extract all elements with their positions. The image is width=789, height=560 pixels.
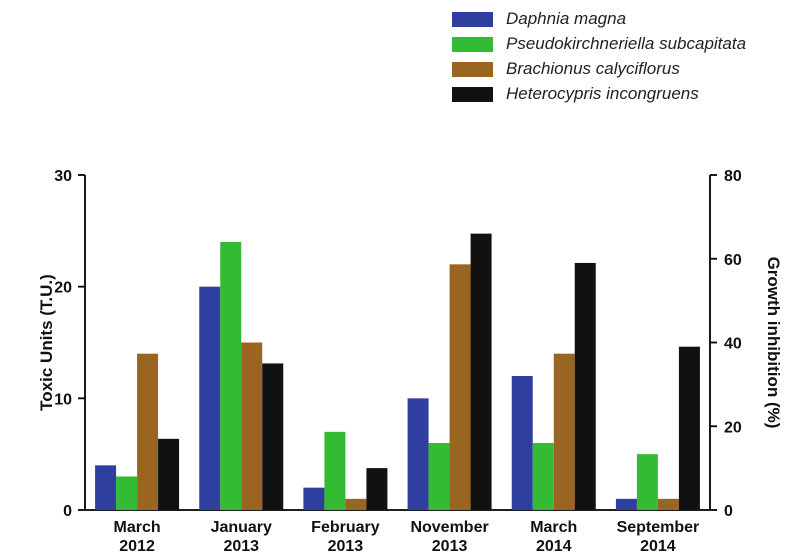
bar-3-2 xyxy=(366,468,388,510)
legend-label-daphnia: Daphnia magna xyxy=(506,9,627,28)
right-tick-label-2: 40 xyxy=(724,336,742,353)
y-axis-title-left: Toxic Units (T.U.) xyxy=(37,274,56,411)
bar-2-3 xyxy=(449,264,471,510)
bar-1-5 xyxy=(636,454,658,510)
bar-1-2 xyxy=(324,431,346,510)
category-label-2-0: February xyxy=(311,519,380,536)
bar-2-2 xyxy=(345,498,367,510)
legend-label-brachionus: Brachionus calyciflorus xyxy=(506,59,680,78)
bar-0-5 xyxy=(615,498,637,510)
category-label-0-0: March xyxy=(114,519,161,536)
bar-3-0 xyxy=(158,438,180,510)
bar-3-4 xyxy=(574,262,596,510)
bar-2-4 xyxy=(553,353,575,510)
left-tick-label-2: 20 xyxy=(54,280,72,297)
category-label-5-1: 2014 xyxy=(640,538,676,555)
right-tick-label-1: 20 xyxy=(724,419,742,436)
category-label-5-0: September xyxy=(617,519,700,536)
bar-0-3 xyxy=(407,398,429,510)
bar-0-0 xyxy=(95,465,117,510)
legend-swatch-pseudokirchneriella xyxy=(452,37,493,52)
legend-swatch-daphnia xyxy=(452,12,493,27)
category-label-1-0: January xyxy=(211,519,272,536)
bar-0-2 xyxy=(303,487,325,510)
right-tick-label-4: 80 xyxy=(724,168,742,185)
bar-2-0 xyxy=(137,353,159,510)
left-tick-label-0: 0 xyxy=(63,503,72,520)
bar-1-3 xyxy=(428,443,450,510)
bar-0-4 xyxy=(511,376,533,510)
bar-1-1 xyxy=(220,242,242,510)
left-tick-label-3: 30 xyxy=(54,168,72,185)
category-label-0-1: 2012 xyxy=(119,538,155,555)
bar-2-1 xyxy=(241,342,263,510)
right-tick-label-0: 0 xyxy=(724,503,733,520)
legend-swatch-brachionus xyxy=(452,62,493,77)
category-label-2-1: 2013 xyxy=(328,538,364,555)
left-tick-label-1: 10 xyxy=(54,391,72,408)
bar-0-1 xyxy=(199,286,221,510)
legend-label-pseudokirchneriella: Pseudokirchneriella subcapitata xyxy=(506,34,747,53)
right-tick-label-3: 60 xyxy=(724,252,742,269)
bar-3-5 xyxy=(678,346,700,510)
category-label-3-1: 2013 xyxy=(432,538,468,555)
bar-1-0 xyxy=(116,476,138,510)
bar-1-4 xyxy=(532,443,554,510)
legend-swatch-heterocypris xyxy=(452,87,493,102)
bar-3-1 xyxy=(262,363,284,510)
category-label-1-1: 2013 xyxy=(223,538,259,555)
category-label-3-0: November xyxy=(410,519,488,536)
category-label-4-0: March xyxy=(530,519,577,536)
category-label-4-1: 2014 xyxy=(536,538,572,555)
y-axis-title-right: Growth inhibition (%) xyxy=(764,257,783,429)
bar-3-3 xyxy=(470,233,492,510)
legend-label-heterocypris: Heterocypris incongruens xyxy=(506,84,699,103)
bar-2-5 xyxy=(657,498,679,510)
